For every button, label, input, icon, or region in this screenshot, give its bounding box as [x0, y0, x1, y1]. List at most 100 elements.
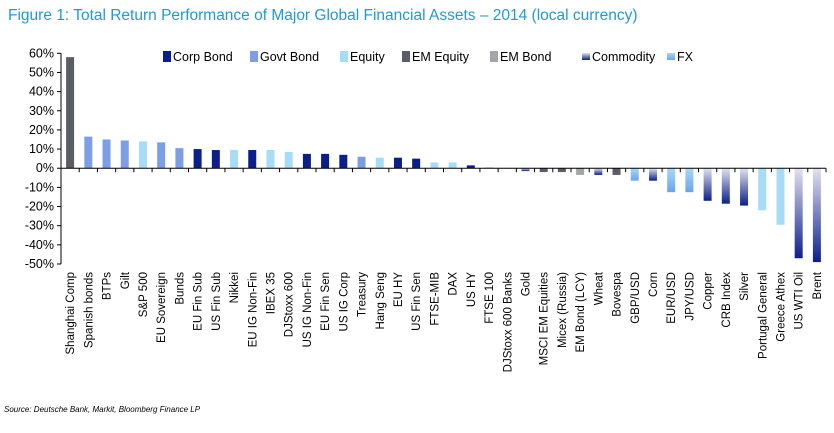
legend-label: Commodity [592, 50, 656, 64]
x-tick-label: Spanish bonds [83, 272, 95, 348]
x-tick-label: MSCI EM Equities [539, 272, 551, 366]
x-tick-label: Greece Athex [775, 272, 787, 342]
bar-em-bond-lcy- [576, 168, 585, 175]
bar-eu-ig-non-fin [248, 150, 257, 169]
x-tick-label: US WTI Oil [794, 272, 806, 330]
x-tick-label: EU HY [393, 272, 405, 307]
bar-hang-seng [375, 157, 384, 169]
bar-ibex-35 [266, 150, 275, 169]
bar-us-ig-non-fin [302, 153, 311, 169]
bar-bunds [175, 148, 184, 169]
legend-swatch [163, 51, 171, 62]
bar-djstoxx-600 [284, 151, 293, 169]
x-tick-label: EU Fin Sub [193, 272, 205, 331]
legend-item-equity: Equity [340, 50, 385, 64]
y-tick-label: 10% [29, 142, 54, 156]
bar-eu-fin-sen [321, 153, 330, 169]
x-tick-label: US Fin Sub [211, 272, 223, 331]
bar-wheat [594, 168, 603, 175]
bar-corn [648, 168, 657, 181]
bar-us-hy [466, 165, 475, 169]
legend-swatch [250, 51, 258, 62]
legend-swatch [402, 51, 410, 62]
legend-swatch [490, 51, 498, 62]
bar-shanghai-comp [66, 57, 75, 169]
x-tick-label: Bunds [174, 272, 186, 305]
bar-btps [102, 139, 111, 169]
x-tick-label: US Fin Sen [411, 272, 423, 331]
x-tick-label: DAX [448, 272, 460, 296]
bar-gold [521, 168, 530, 172]
bar-micex-russia- [557, 168, 566, 173]
x-tick-label: Gold [520, 272, 532, 296]
bar-us-fin-sen [412, 158, 421, 169]
x-tick-label: DJStoxx 600 [284, 272, 296, 337]
x-tick-label: GBP/USD [630, 272, 642, 324]
x-tick-label: EUR/USD [666, 272, 678, 324]
x-tick-label: US HY [466, 272, 478, 307]
bar-us-ig-corp [339, 154, 348, 169]
bar-copper [703, 168, 712, 201]
legend-label: Equity [350, 50, 385, 64]
bar-us-wti-oil [794, 168, 803, 259]
x-tick-label: EU Fin Sen [320, 272, 332, 331]
x-tick-label: BTPs [102, 272, 114, 300]
x-tick-label: CRB Index [721, 272, 733, 328]
x-tick-label: S&P 500 [138, 272, 150, 317]
x-tick-label: Brent [812, 271, 824, 299]
legend-item-govt: Govt Bond [250, 50, 319, 64]
legend-label: EM Equity [412, 50, 470, 64]
y-tick-label: -50% [25, 257, 54, 271]
legend-item-commodity: Commodity [582, 50, 656, 64]
x-tick-label: Silver [739, 272, 751, 301]
y-tick-label: 40% [29, 85, 54, 99]
bar-crb-index [721, 168, 730, 204]
x-tick-label: US IG Corp [338, 272, 350, 331]
x-tick-label: Shanghai Comp [65, 272, 77, 354]
bar-s-p-500 [138, 141, 147, 169]
y-tick-label: -30% [25, 219, 54, 233]
bar-brent [812, 168, 821, 263]
legend-label: FX [677, 50, 694, 64]
bar-greece-athex [776, 168, 785, 225]
legend-item-embond: EM Bond [490, 50, 551, 64]
x-tick-label: IBEX 35 [265, 272, 277, 314]
x-tick-label: FTSE-MIB [429, 272, 441, 326]
y-tick-label: -40% [25, 238, 54, 252]
legend-item-corp: Corp Bond [163, 50, 233, 64]
legend-label: Govt Bond [260, 50, 319, 64]
x-tick-label: Gilt [120, 271, 132, 289]
bar-portugal-general [758, 168, 767, 211]
bar-msci-em-equities [539, 168, 548, 173]
y-tick-label: 60% [29, 46, 54, 60]
bar-bovespa [612, 168, 621, 175]
bar-treasury [357, 156, 366, 169]
x-tick-label: EU Sovereign [156, 272, 168, 343]
bar-nikkei [230, 150, 239, 169]
x-tick-label: DJStoxx 600 Banks [502, 272, 514, 373]
bar-gilt [120, 140, 129, 169]
x-tick-label: JPY/USD [684, 272, 696, 321]
x-tick-label: US IG Non-Fin [302, 272, 314, 347]
bar-gbp-usd [630, 168, 639, 181]
legend-swatch [340, 51, 348, 62]
bar-jpy-usd [685, 168, 694, 193]
legend-swatch [582, 53, 590, 60]
x-tick-label: EM Bond (LCY) [575, 272, 587, 353]
bar-eu-fin-sub [193, 149, 202, 169]
bar-ftse-mib [430, 162, 439, 169]
y-tick-label: 50% [29, 65, 54, 79]
legend-item-fx: FX [667, 50, 694, 64]
x-tick-label: Corn [648, 272, 660, 297]
bar-us-fin-sub [211, 150, 220, 169]
y-tick-label: 30% [29, 104, 54, 118]
bar-eu-sovereign [157, 142, 166, 169]
source-note: Source: Deutsche Bank, Markit, Bloomberg… [4, 405, 201, 414]
x-tick-label: Portugal General [757, 272, 769, 359]
x-tick-label: Wheat [593, 271, 605, 305]
y-tick-label: 20% [29, 123, 54, 137]
legend-label: EM Bond [500, 50, 551, 64]
y-tick-label: 0% [36, 161, 54, 175]
x-tick-label: Treasury [357, 272, 369, 317]
